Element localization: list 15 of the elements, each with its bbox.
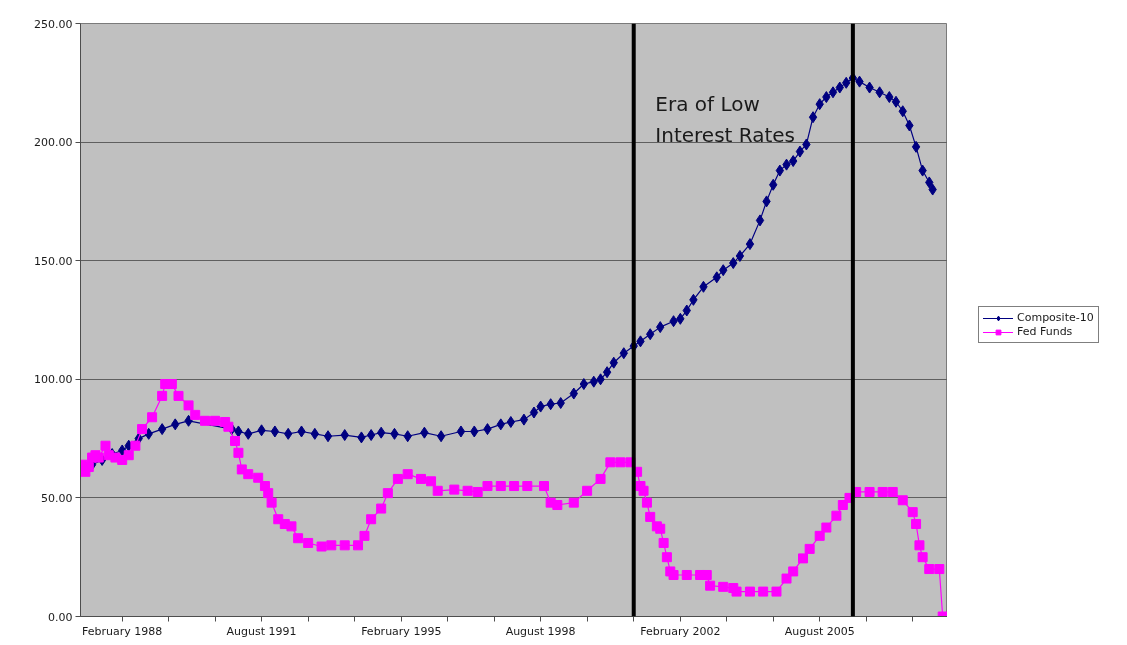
y-tick-label: 200.00 bbox=[34, 136, 73, 150]
annotation: Era of Low Interest Rates bbox=[655, 91, 796, 147]
x-tick-label: February 1995 bbox=[361, 624, 442, 638]
y-tick-label: 100.00 bbox=[34, 373, 73, 387]
x-tick-label: February 2002 bbox=[640, 624, 721, 638]
x-tick-label: August 1991 bbox=[226, 624, 297, 638]
y-tick-label: 250.00 bbox=[34, 17, 73, 31]
x-tick-label: February 1988 bbox=[82, 624, 163, 638]
legend-label: Composite-10 bbox=[1017, 311, 1094, 324]
x-tick-label: August 2005 bbox=[784, 624, 855, 638]
y-tick-label: 150.00 bbox=[34, 254, 73, 268]
legend-label: Fed Funds bbox=[1017, 325, 1073, 338]
y-tick-label: 0.00 bbox=[48, 610, 73, 624]
x-tick-label: August 1998 bbox=[505, 624, 576, 638]
y-tick-label: 50.00 bbox=[41, 491, 73, 505]
